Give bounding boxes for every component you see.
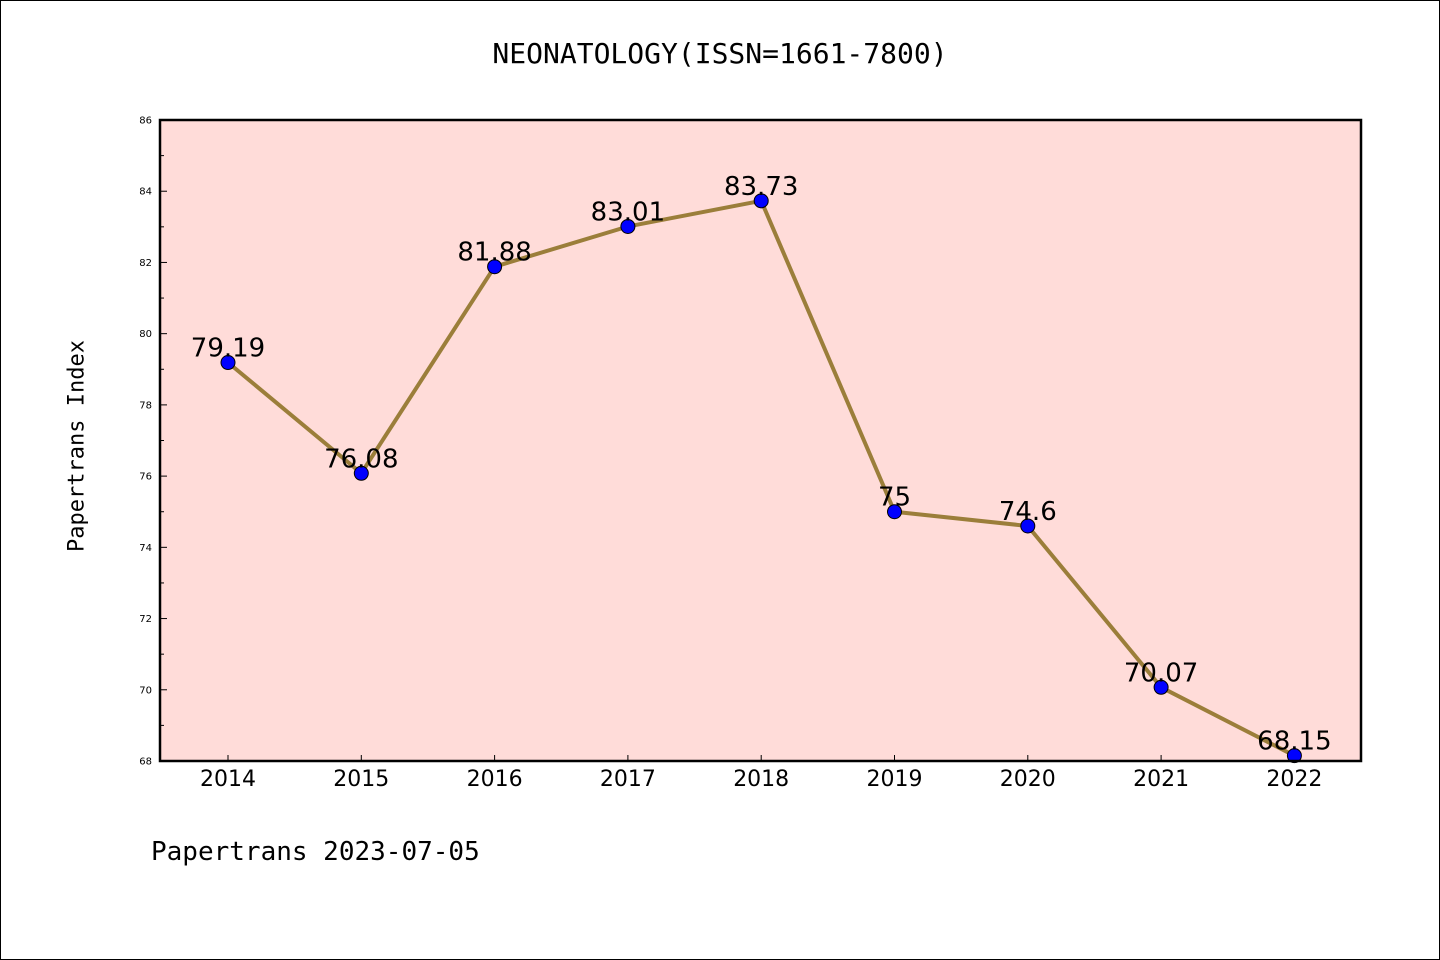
data-point xyxy=(620,218,636,234)
chart-title: NEONATOLOGY(ISSN=1661-7800) xyxy=(492,37,948,70)
data-label: 74.6 xyxy=(999,497,1057,527)
data-point xyxy=(753,193,769,209)
x-tick-label: 2018 xyxy=(733,767,789,792)
x-tick-label: 2017 xyxy=(600,767,656,792)
x-tick-label: 2020 xyxy=(1000,767,1056,792)
data-label: 83.01 xyxy=(591,197,665,227)
y-tick-label: 76 xyxy=(139,472,152,483)
x-tick-label: 2021 xyxy=(1133,767,1189,792)
data-point xyxy=(353,465,369,481)
data-label: 70.07 xyxy=(1124,658,1198,688)
y-tick-label: 72 xyxy=(139,614,152,625)
data-label: 83.73 xyxy=(724,172,798,202)
data-point xyxy=(1153,679,1169,695)
footer-note: Papertrans 2023-07-05 xyxy=(151,837,480,867)
x-tick-label: 2019 xyxy=(867,767,923,792)
data-label: 79.19 xyxy=(191,334,265,364)
plot-frame xyxy=(158,118,1363,763)
y-tick-label: 74 xyxy=(139,543,152,554)
x-tick-label: 2022 xyxy=(1266,767,1322,792)
y-tick-label: 68 xyxy=(139,757,152,768)
data-point xyxy=(487,259,503,275)
x-tick-label: 2016 xyxy=(467,767,523,792)
data-label: 68.15 xyxy=(1257,727,1331,757)
y-tick-label: 82 xyxy=(139,258,152,269)
y-tick-label: 78 xyxy=(139,400,152,411)
plot-area xyxy=(160,120,1361,761)
data-point xyxy=(1020,518,1036,534)
data-point xyxy=(220,355,236,371)
data-label: 75 xyxy=(878,483,911,513)
x-tick-label: 2015 xyxy=(333,767,389,792)
y-tick-label: 86 xyxy=(139,116,152,127)
y-tick-label: 70 xyxy=(139,685,152,696)
y-tick-label: 80 xyxy=(139,329,152,340)
data-point xyxy=(1286,748,1302,764)
y-tick-label: 84 xyxy=(139,187,152,198)
data-point xyxy=(887,504,902,520)
x-tick-label: 2014 xyxy=(200,767,256,792)
data-label: 76.08 xyxy=(324,444,398,474)
data-label: 81.88 xyxy=(457,238,531,268)
